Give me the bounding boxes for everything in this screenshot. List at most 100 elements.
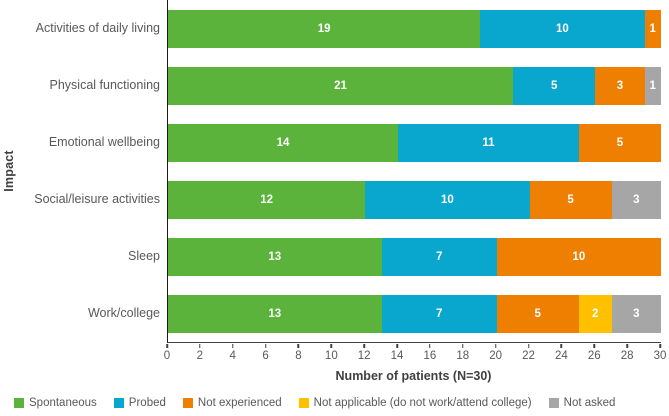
x-tick-label: 28 xyxy=(620,350,634,362)
bar-row: 19 10 1 xyxy=(168,0,661,57)
bar-segment: 5 xyxy=(578,123,661,162)
bar-value-label: 21 xyxy=(334,79,347,92)
bar-segment: 12 xyxy=(168,180,366,219)
legend-swatch xyxy=(298,398,309,408)
tick-mark xyxy=(626,343,628,348)
legend-item: Spontaneous xyxy=(14,397,97,409)
bar-segment: 19 xyxy=(168,9,481,48)
category-label: Work/college xyxy=(87,305,160,320)
tick-mark xyxy=(396,343,398,348)
legend: Spontaneous Probed Not experienced Not appl… xyxy=(14,397,666,409)
tick-mark xyxy=(429,343,431,348)
bar-segment: 13 xyxy=(168,237,382,276)
x-tick-label: 22 xyxy=(522,350,535,362)
bar-segment: 21 xyxy=(168,66,514,105)
bar-row: 14 11 5 xyxy=(168,114,661,171)
tick-mark xyxy=(462,343,464,348)
bar-value-label: 19 xyxy=(317,22,331,35)
stacked-bar: 13 7 10 xyxy=(168,237,661,276)
legend-label: Not applicable (do not work/attend colle… xyxy=(313,397,532,409)
bar-value-label: 10 xyxy=(440,193,454,206)
legend-item: Probed xyxy=(113,397,166,409)
bar-value-label: 14 xyxy=(276,136,290,149)
bar-value-label: 10 xyxy=(572,250,586,263)
x-tick-label: 26 xyxy=(587,350,601,362)
bar-value-label: 13 xyxy=(268,307,282,320)
legend-swatch xyxy=(182,398,193,408)
bar-segment: 10 xyxy=(496,237,661,276)
bar-segment: 5 xyxy=(513,66,596,105)
bar-value-label: 13 xyxy=(268,250,282,263)
bar-segment: 5 xyxy=(496,294,579,333)
tick-mark xyxy=(593,343,596,348)
category-label: Sleep xyxy=(128,248,160,263)
legend-swatch xyxy=(548,398,559,408)
x-tick-label: 10 xyxy=(324,350,338,362)
tick-mark xyxy=(297,343,300,348)
bar-segment: 10 xyxy=(365,180,530,219)
bar-row: 13 7 10 xyxy=(168,228,661,285)
bar-value-label: 7 xyxy=(435,307,443,320)
x-tick-label: 8 xyxy=(295,350,302,362)
x-tick-label: 2 xyxy=(196,350,204,362)
x-tick-label: 18 xyxy=(456,350,470,362)
legend-label: Probed xyxy=(128,397,166,409)
category-label: Activities of daily living xyxy=(35,20,160,35)
bar-value-label: 1 xyxy=(649,22,656,35)
tick-mark xyxy=(199,343,201,348)
x-tick-label: 20 xyxy=(489,350,503,362)
bar-segment: 2 xyxy=(578,294,612,333)
bar-segment: 7 xyxy=(381,294,497,333)
bar-segment: 10 xyxy=(480,9,645,48)
category-label: Social/leisure activities xyxy=(34,191,160,206)
tick-mark xyxy=(363,343,365,348)
bar-value-label: 2 xyxy=(592,307,599,320)
bar-segment: 1 xyxy=(644,9,661,48)
bar-value-label: 3 xyxy=(633,307,640,320)
legend-swatch xyxy=(14,398,24,408)
tick-mark xyxy=(659,343,661,348)
bar-value-label: 11 xyxy=(482,136,495,149)
stacked-bar: 14 11 5 xyxy=(168,123,661,162)
bar-segment: 3 xyxy=(595,66,645,105)
bar-value-label: 7 xyxy=(435,250,443,263)
x-tick-label: 14 xyxy=(390,350,404,362)
stacked-bar: 13 7 5 2 3 xyxy=(168,294,661,333)
tick-mark xyxy=(264,343,267,348)
tick-mark xyxy=(560,343,563,348)
tick-mark xyxy=(231,343,234,348)
bar-row: 13 7 5 2 3 xyxy=(168,285,661,342)
bar-row: 12 10 5 3 xyxy=(168,171,661,228)
bar-segment: 13 xyxy=(168,294,382,333)
x-tick-label: 16 xyxy=(423,350,437,362)
x-tick-label: 30 xyxy=(653,350,667,362)
tick-mark xyxy=(330,343,333,348)
x-axis-tick-labels: 0 2 4 6 8 10 12 14 16 18 20 22 24 26 28 30 xyxy=(163,350,667,364)
x-tick-label: 4 xyxy=(229,350,236,362)
x-tick-label: 6 xyxy=(262,350,269,362)
bar-value-label: 12 xyxy=(260,193,273,206)
legend-item: Not applicable (do not work/attend colle… xyxy=(298,397,532,409)
legend-item: Not asked xyxy=(548,397,615,409)
stacked-bar: 12 10 5 3 xyxy=(168,180,661,219)
bar-segment: 11 xyxy=(398,123,579,162)
tick-mark xyxy=(494,343,497,348)
x-tick-label: 0 xyxy=(163,350,171,362)
x-tick-label: 12 xyxy=(357,350,371,362)
stacked-bar: 19 10 1 xyxy=(168,9,661,48)
legend-swatch xyxy=(113,398,124,408)
bar-row: 21 5 3 1 xyxy=(168,57,661,114)
bar-value-label: 5 xyxy=(550,79,558,92)
x-axis-tickmarks xyxy=(166,343,661,349)
bar-value-label: 5 xyxy=(616,136,624,149)
bar-segment: 7 xyxy=(381,237,497,276)
bar-segment: 5 xyxy=(529,180,612,219)
bar-value-label: 5 xyxy=(534,307,541,320)
legend-item: Not experienced xyxy=(182,397,282,409)
bar-value-label: 3 xyxy=(616,79,624,92)
bar-value-label: 1 xyxy=(649,79,656,92)
bar-segment: 14 xyxy=(168,123,399,162)
x-tick-label: 24 xyxy=(554,350,568,362)
bar-value-label: 3 xyxy=(633,193,640,206)
